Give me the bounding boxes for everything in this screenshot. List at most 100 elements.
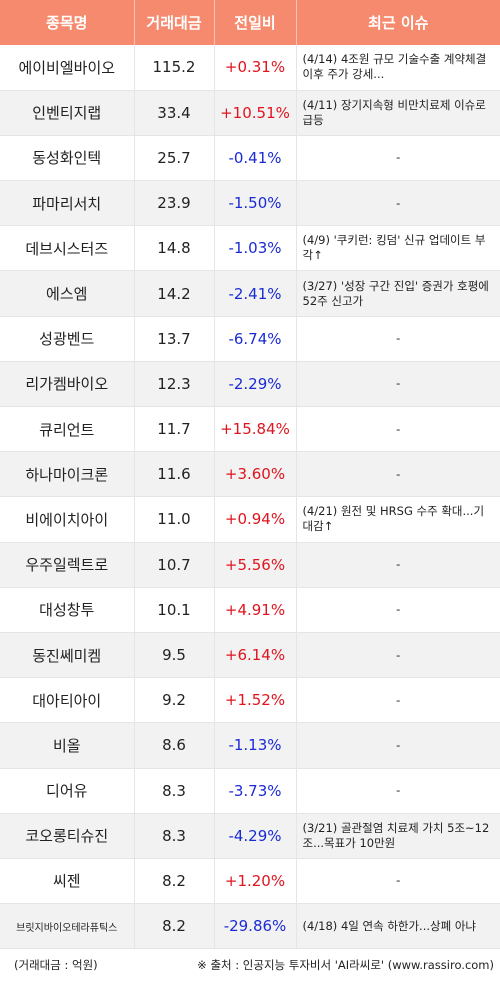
recent-issue: - xyxy=(296,361,500,408)
recent-issue: - xyxy=(296,858,500,905)
stock-name: 파마리서치 xyxy=(0,180,135,227)
trade-volume: 14.8 xyxy=(134,225,215,272)
stock-name: 에이비엘바이오 xyxy=(0,45,135,91)
table-row: 대성창투 10.1 +4.91% - xyxy=(0,587,500,633)
price-change: +0.94% xyxy=(214,496,297,543)
trade-volume: 115.2 xyxy=(134,45,215,91)
trade-volume: 25.7 xyxy=(134,135,215,182)
price-change: +6.14% xyxy=(214,632,297,679)
table-row: 브릿지바이오테라퓨틱스 8.2 -29.86% (4/18) 4일 연속 하한가...… xyxy=(0,903,500,950)
price-change: +1.20% xyxy=(214,858,297,905)
recent-issue: (3/27) '성장 구간 진입' 증권가 호평에 52주 신고가 xyxy=(296,270,500,317)
recent-issue: - xyxy=(296,542,500,588)
header-stock-name: 종목명 xyxy=(0,0,135,45)
trade-volume: 8.3 xyxy=(134,768,215,814)
recent-issue: (4/11) 장기지속형 비만치료제 이슈로 급등 xyxy=(296,90,500,136)
price-change: +0.31% xyxy=(214,45,297,91)
stock-name: 데브시스터즈 xyxy=(0,225,135,272)
recent-issue: - xyxy=(296,632,500,679)
price-change: -1.50% xyxy=(214,180,297,227)
table-row: 우주일렉트로 10.7 +5.56% - xyxy=(0,542,500,588)
trade-volume: 11.0 xyxy=(134,496,215,543)
price-change: -29.86% xyxy=(214,903,297,950)
price-change: -2.41% xyxy=(214,270,297,317)
table-row: 대아티아이 9.2 +1.52% - xyxy=(0,677,500,724)
table-header: 종목명 거래대금 전일비 최근 이슈 xyxy=(0,0,500,45)
recent-issue: - xyxy=(296,677,500,724)
table-row: 하나마이크론 11.6 +3.60% - xyxy=(0,451,500,498)
recent-issue: (3/21) 골관절염 치료제 가치 5조~12조...목표가 10만원 xyxy=(296,813,500,859)
trade-volume: 33.4 xyxy=(134,90,215,136)
price-change: +10.51% xyxy=(214,90,297,136)
stock-table: 종목명 거래대금 전일비 최근 이슈 에이비엘바이오 115.2 +0.31% (4/… xyxy=(0,0,500,950)
stock-name: 비에이치아이 xyxy=(0,496,135,543)
recent-issue: - xyxy=(296,587,500,633)
recent-issue: (4/9) '쿠키런: 킹덤' 신규 업데이트 부각↑ xyxy=(296,225,500,272)
table-row: 코오롱티슈진 8.3 -4.29% (3/21) 골관절염 치료제 가치 5조~12조… xyxy=(0,813,500,859)
stock-name: 비올 xyxy=(0,722,135,769)
table-row: 성광벤드 13.7 -6.74% - xyxy=(0,316,500,362)
table-row: 씨젠 8.2 +1.20% - xyxy=(0,858,500,905)
stock-name: 코오롱티슈진 xyxy=(0,813,135,859)
recent-issue: - xyxy=(296,180,500,227)
recent-issue: - xyxy=(296,406,500,453)
price-change: -4.29% xyxy=(214,813,297,859)
recent-issue: - xyxy=(296,768,500,814)
stock-name: 디어유 xyxy=(0,768,135,814)
trade-volume: 8.2 xyxy=(134,858,215,905)
stock-name: 동성화인텍 xyxy=(0,135,135,182)
stock-name: 대성창투 xyxy=(0,587,135,633)
footer: (거래대금 : 억원) ※ 출처 : 인공지능 투자비서 'AI라씨로' (ww… xyxy=(0,952,500,978)
stock-name: 우주일렉트로 xyxy=(0,542,135,588)
trade-volume: 23.9 xyxy=(134,180,215,227)
stock-name: 씨젠 xyxy=(0,858,135,905)
price-change: -3.73% xyxy=(214,768,297,814)
table-row: 에스엠 14.2 -2.41% (3/27) '성장 구간 진입' 증권가 호평에 5… xyxy=(0,270,500,317)
trade-volume: 10.7 xyxy=(134,542,215,588)
trade-volume: 8.6 xyxy=(134,722,215,769)
header-trade-volume: 거래대금 xyxy=(134,0,215,45)
table-row: 인벤티지랩 33.4 +10.51% (4/11) 장기지속형 비만치료제 이슈로 급… xyxy=(0,90,500,136)
source-note: ※ 출처 : 인공지능 투자비서 'AI라씨로' (www.rassiro.co… xyxy=(197,958,494,972)
recent-issue: - xyxy=(296,316,500,362)
trade-volume: 9.2 xyxy=(134,677,215,724)
stock-name: 리가켐바이오 xyxy=(0,361,135,408)
stock-name: 브릿지바이오테라퓨틱스 xyxy=(0,903,135,950)
table-row: 비올 8.6 -1.13% - xyxy=(0,722,500,769)
recent-issue: (4/18) 4일 연속 하한가...상폐 아냐 xyxy=(296,903,500,950)
table-body: 에이비엘바이오 115.2 +0.31% (4/14) 4조원 규모 기술수출 계약체… xyxy=(0,45,500,950)
table-row: 파마리서치 23.9 -1.50% - xyxy=(0,180,500,227)
price-change: +3.60% xyxy=(214,451,297,498)
table-row: 큐리언트 11.7 +15.84% - xyxy=(0,406,500,453)
price-change: -6.74% xyxy=(214,316,297,362)
table-row: 동진쎄미켐 9.5 +6.14% - xyxy=(0,632,500,679)
trade-volume: 9.5 xyxy=(134,632,215,679)
trade-volume: 11.7 xyxy=(134,406,215,453)
recent-issue: (4/14) 4조원 규모 기술수출 계약체결이후 주가 강세... xyxy=(296,45,500,91)
stock-name: 인벤티지랩 xyxy=(0,90,135,136)
header-row: 종목명 거래대금 전일비 최근 이슈 xyxy=(0,0,500,45)
price-change: +4.91% xyxy=(214,587,297,633)
table-row: 데브시스터즈 14.8 -1.03% (4/9) '쿠키런: 킹덤' 신규 업데이트 … xyxy=(0,225,500,272)
table-row: 비에이치아이 11.0 +0.94% (4/21) 원전 및 HRSG 수주 확대..… xyxy=(0,496,500,543)
trade-volume: 14.2 xyxy=(134,270,215,317)
stock-name: 큐리언트 xyxy=(0,406,135,453)
price-change: -1.03% xyxy=(214,225,297,272)
recent-issue: - xyxy=(296,135,500,182)
recent-issue: - xyxy=(296,722,500,769)
price-change: +15.84% xyxy=(214,406,297,453)
price-change: +5.56% xyxy=(214,542,297,588)
recent-issue: - xyxy=(296,451,500,498)
trade-volume: 10.1 xyxy=(134,587,215,633)
unit-note: (거래대금 : 억원) xyxy=(14,958,98,972)
price-change: -2.29% xyxy=(214,361,297,408)
trade-volume: 13.7 xyxy=(134,316,215,362)
table-row: 에이비엘바이오 115.2 +0.31% (4/14) 4조원 규모 기술수출 계약체… xyxy=(0,45,500,91)
stock-name: 대아티아이 xyxy=(0,677,135,724)
price-change: -1.13% xyxy=(214,722,297,769)
price-change: -0.41% xyxy=(214,135,297,182)
table-row: 디어유 8.3 -3.73% - xyxy=(0,768,500,814)
header-recent-issue: 최근 이슈 xyxy=(296,0,500,45)
recent-issue: (4/21) 원전 및 HRSG 수주 확대...기대감↑ xyxy=(296,496,500,543)
